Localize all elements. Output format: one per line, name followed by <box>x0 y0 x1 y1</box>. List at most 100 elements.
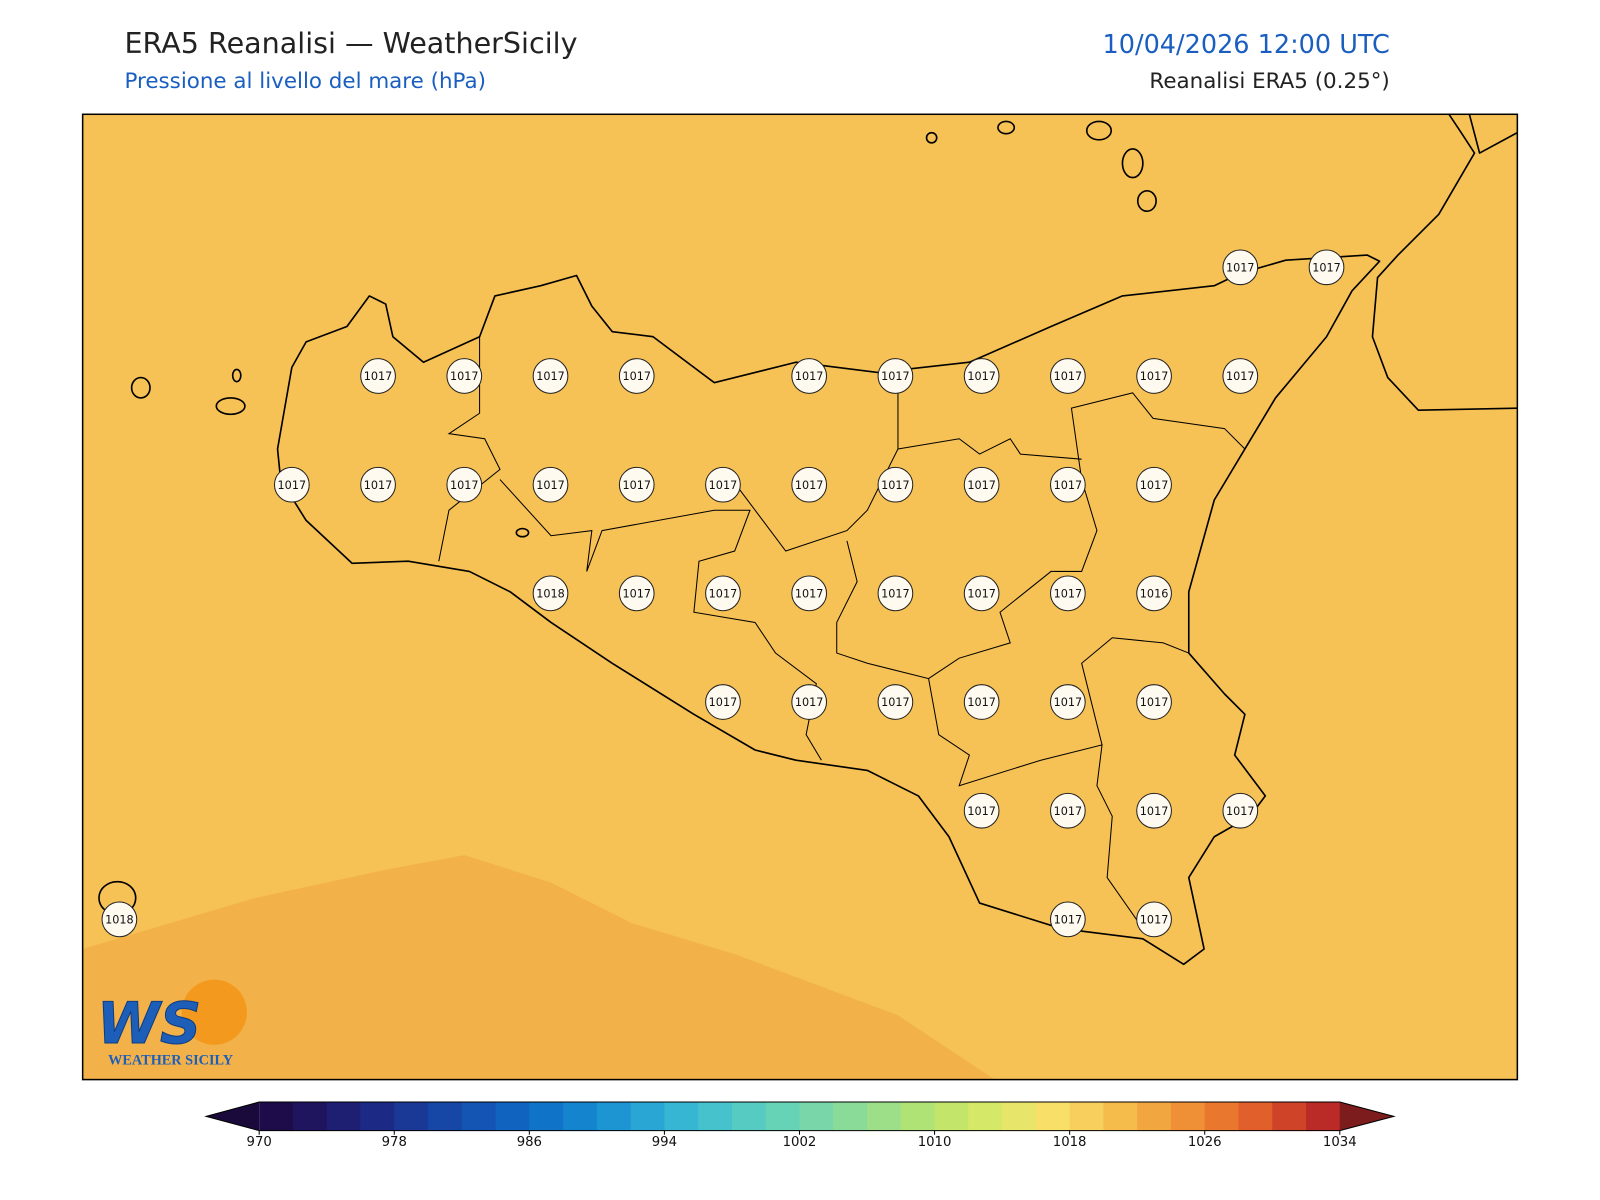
label-circle <box>791 684 828 720</box>
source: Reanalisi ERA5 (0.25°) <box>1149 69 1389 94</box>
pressure-label: 1017 <box>1054 805 1083 818</box>
label-circle <box>705 466 741 503</box>
colorbar-box <box>495 1102 530 1131</box>
logo-sun <box>181 979 247 1045</box>
label-circle <box>446 358 483 394</box>
label-circle <box>791 575 828 612</box>
pressure-label: 1017 <box>881 696 910 709</box>
province-borders <box>438 336 1246 929</box>
colorbar-box <box>428 1102 463 1131</box>
pressure-label: 1017 <box>1140 913 1169 926</box>
pressure-label: 1017 <box>967 370 996 383</box>
pressure-label: 1017 <box>1054 479 1083 492</box>
label-circle <box>1308 249 1345 286</box>
pressure-label: 1017 <box>1054 370 1083 383</box>
colorbar-box <box>563 1102 598 1131</box>
colorbar-tick-label: 1010 <box>918 1135 952 1150</box>
label-circle <box>877 684 914 720</box>
pressure-label: 1017 <box>364 479 393 492</box>
colorbar-box <box>664 1102 699 1131</box>
pressure-label: 1018 <box>536 587 565 600</box>
pressure-label: 1017 <box>1226 261 1255 274</box>
label-circle <box>1050 792 1086 829</box>
label-circle <box>618 575 655 612</box>
colorbar-box <box>360 1102 395 1131</box>
pressure-label: 1017 <box>967 696 996 709</box>
label-circle <box>618 466 655 503</box>
map-frame <box>81 113 1519 1081</box>
colorbar-box <box>326 1102 362 1131</box>
pressure-label: 1017 <box>795 479 824 492</box>
pressure-area <box>82 855 995 1080</box>
label-circle <box>791 466 828 503</box>
colorbar-tick-label: 1018 <box>1053 1135 1087 1150</box>
colorbar-tick-label: 978 <box>382 1135 407 1150</box>
colorbar-tick-label: 1026 <box>1188 1135 1222 1150</box>
label-circle <box>877 358 914 394</box>
label-circle <box>877 466 914 503</box>
pressure-label: 1017 <box>1054 913 1083 926</box>
label-circle <box>1050 466 1086 503</box>
pressure-label: 1017 <box>1140 805 1169 818</box>
label-circle <box>1222 792 1259 829</box>
colorbar-box <box>1069 1102 1104 1131</box>
label-circle <box>1222 358 1259 394</box>
logo-mark: WS <box>97 991 201 1057</box>
label-circle <box>532 575 569 612</box>
colorbar-box <box>1002 1102 1037 1131</box>
pressure-label: 1017 <box>1140 479 1169 492</box>
colorbar: 970 978 986 994 1002 1010 1018 1026 1034 <box>204 1101 1396 1150</box>
label-circle <box>963 792 1000 829</box>
label-circle <box>1136 575 1172 612</box>
pressure-label: 1017 <box>795 696 824 709</box>
colorbar-box <box>630 1102 665 1131</box>
colorbar-box <box>1170 1102 1206 1131</box>
label-circle <box>963 358 1000 394</box>
label-circle <box>1050 684 1086 720</box>
colorbar-box <box>1306 1102 1341 1131</box>
label-circle <box>1050 358 1086 394</box>
label-circle <box>360 466 396 503</box>
pressure-label: 1017 <box>967 805 996 818</box>
colorbar-box <box>1137 1102 1172 1131</box>
colorbar-box <box>394 1102 429 1131</box>
colorbar-box <box>292 1102 328 1131</box>
pressure-label: 1017 <box>364 370 393 383</box>
colorbar-box <box>765 1102 800 1131</box>
label-circle <box>1136 466 1172 503</box>
datetime: 10/04/2026 12:00 UTC <box>1103 30 1390 60</box>
colorbar-tick-label: 1002 <box>783 1135 817 1150</box>
colorbar-tick-label: 994 <box>652 1135 677 1150</box>
pressure-label: 1017 <box>622 370 651 383</box>
pressure-label: 1017 <box>1226 370 1255 383</box>
title: ERA5 Reanalisi — WeatherSicily <box>124 26 577 60</box>
pressure-label: 1017 <box>709 587 738 600</box>
label-circle <box>1136 901 1172 938</box>
label-circle <box>963 466 1000 503</box>
label-circle <box>963 575 1000 612</box>
label-circle <box>1050 575 1086 612</box>
pressure-label: 1017 <box>450 370 479 383</box>
colorbar-tick-label: 970 <box>247 1135 272 1150</box>
pressure-label: 1017 <box>1226 805 1255 818</box>
label-circle <box>360 358 396 394</box>
colorbar-under <box>206 1102 260 1131</box>
colorbar-box <box>799 1102 834 1131</box>
label-circle <box>963 684 1000 720</box>
pressure-label: 1017 <box>622 587 651 600</box>
label-circle <box>1136 792 1172 829</box>
pressure-label: 1017 <box>795 370 824 383</box>
colorbar-box <box>698 1102 733 1131</box>
colorbar-box <box>1238 1102 1273 1131</box>
pressure-label: 1018 <box>105 913 134 926</box>
colorbar-box <box>968 1102 1003 1131</box>
label-circle <box>532 358 569 394</box>
pressure-label: 1017 <box>967 587 996 600</box>
pressure-label: 1016 <box>1140 587 1169 600</box>
colorbar-box <box>596 1102 632 1131</box>
pressure-label: 1017 <box>967 479 996 492</box>
pressure-label: 1017 <box>709 479 738 492</box>
colorbar-box <box>731 1102 767 1131</box>
